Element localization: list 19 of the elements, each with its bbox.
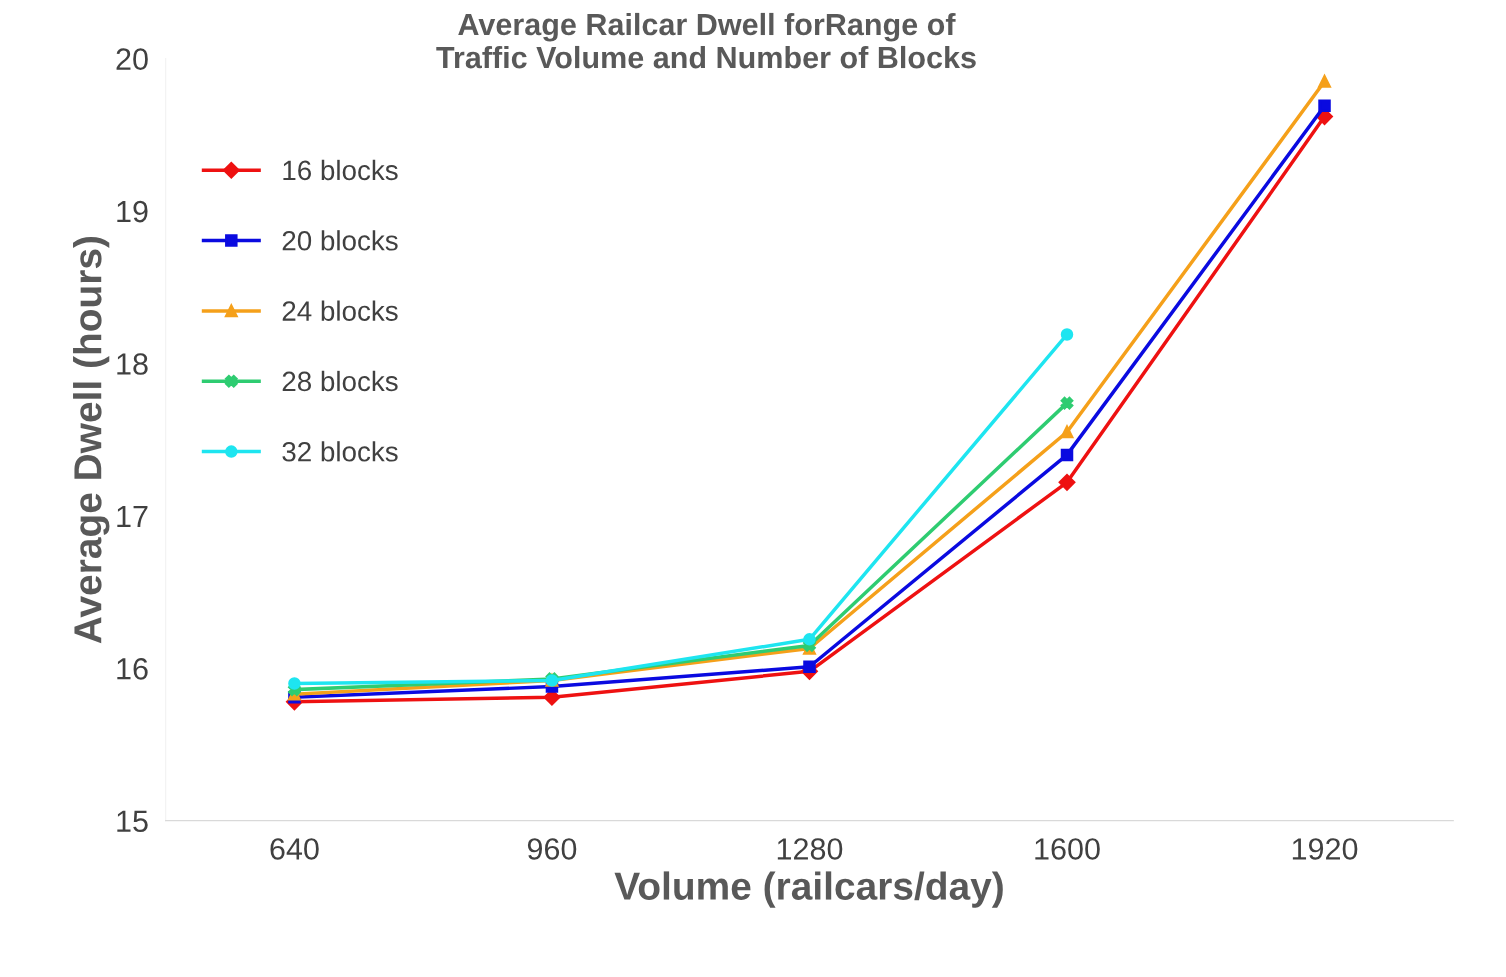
legend-label: 16 blocks	[283, 159, 398, 181]
legend-label: 24 blocks	[282, 300, 398, 321]
y-tick-label: 17	[117, 505, 148, 527]
y-tick-label: 15	[117, 810, 148, 833]
x-tick-label: 640	[270, 838, 319, 860]
x-tick-label: 1600	[1035, 838, 1100, 860]
legend-label: 20 blocks	[282, 230, 398, 251]
x-axis-title: Volume (railcars/day)	[614, 871, 1003, 908]
y-tick-label: 18	[117, 353, 148, 375]
legend-label: 32 blocks	[282, 441, 398, 462]
x-tick-label: 1920	[1292, 838, 1358, 860]
y-tick-label: 20	[116, 48, 148, 70]
chart-title: Average Railcar Dwell forRange of Traffic Volume and Number of Blocks	[436, 12, 976, 69]
legend-label: 28 blocks	[282, 370, 398, 392]
y-tick-label: 16	[117, 658, 148, 680]
y-axis-title: Average Dwell (hours)	[73, 237, 110, 644]
x-tick-label: 1280	[777, 838, 843, 860]
x-tick-label: 960	[527, 838, 577, 860]
y-tick-label: 19	[117, 200, 148, 223]
